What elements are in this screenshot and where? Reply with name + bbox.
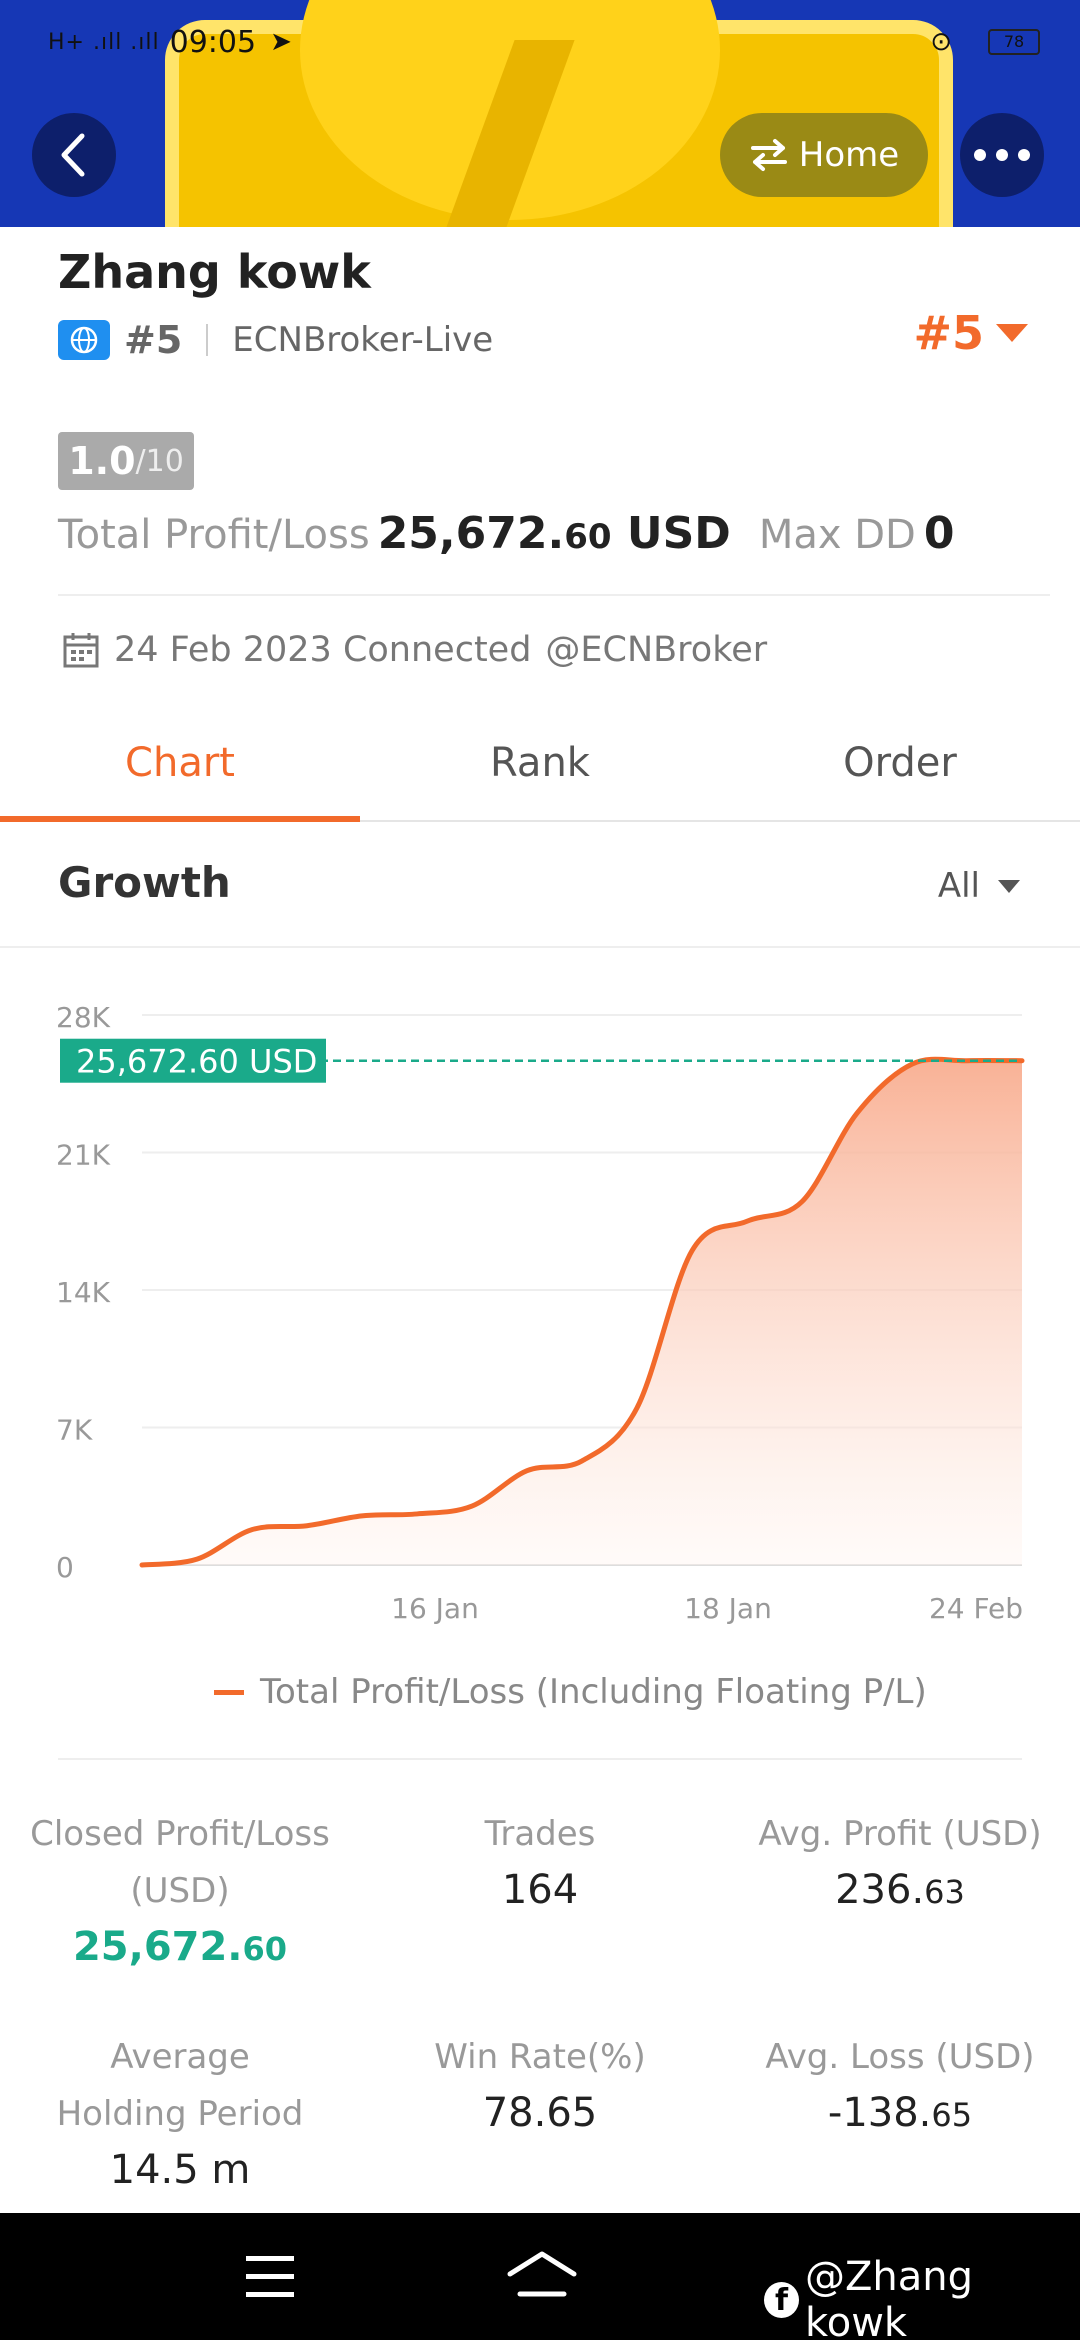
stat-value: -138.65 <box>827 2090 973 2136</box>
home-button[interactable]: Home <box>720 113 928 197</box>
total-profit-row: Total Profit/Loss 25,672.60 USD Max DD 0 <box>58 508 954 559</box>
max-dd-value: 0 <box>923 508 955 559</box>
y-tick-label: 0 <box>56 1551 74 1584</box>
stat-avg-holding: Average Holding Period 14.5 m <box>0 2029 360 2193</box>
score-value: 1.0 <box>68 439 136 483</box>
stat-label: Average Holding Period <box>56 2037 304 2134</box>
tab-bar: Chart Rank Order <box>0 730 1080 822</box>
range-filter[interactable]: All <box>938 866 1020 906</box>
stat-closed-pl: Closed Profit/Loss (USD) 25,672.60 <box>0 1806 360 1970</box>
divider <box>206 324 209 356</box>
tab-chart[interactable]: Chart <box>0 730 360 822</box>
back-arrow-icon <box>61 133 85 177</box>
stat-avg-loss: Avg. Loss (USD) -138.65 <box>720 2029 1080 2136</box>
swap-icon <box>750 139 787 171</box>
chart-area-fill <box>142 1059 1022 1565</box>
more-dots-icon <box>974 149 1030 161</box>
max-dd-label: Max DD <box>758 512 916 558</box>
growth-title: Growth <box>58 858 231 907</box>
stat-value: 164 <box>501 1867 579 1913</box>
stat-avg-profit: Avg. Profit (USD) 236.63 <box>720 1806 1080 1913</box>
stat-win-rate: Win Rate(%) 78.65 <box>360 2029 720 2136</box>
y-tick-label: 7K <box>56 1414 93 1447</box>
send-icon: ➤ <box>270 27 292 57</box>
x-tick-label: 16 Jan <box>391 1592 479 1625</box>
tab-order[interactable]: Order <box>843 740 957 786</box>
connected-text: 24 Feb 2023 Connected <box>114 630 532 670</box>
y-tick-label: 14K <box>56 1276 111 1309</box>
divider <box>58 1758 1022 1760</box>
broker-name: ECNBroker-Live <box>232 320 494 360</box>
chart-series-line <box>139 1056 1025 1568</box>
stat-value: 78.65 <box>482 2090 598 2136</box>
watermark-text: @Zhang kowk <box>805 2254 974 2346</box>
current-value-badge <box>60 1038 326 1083</box>
caret-down-icon <box>996 324 1028 342</box>
stat-value: 236.63 <box>835 1867 965 1913</box>
chart-legend: Total Profit/Loss (Including Floating P/… <box>214 1672 927 1712</box>
rank-value: #5 <box>913 306 984 360</box>
total-pl-value: 25,672.60 USD <box>377 508 731 559</box>
stat-label: Win Rate(%) <box>434 2037 646 2077</box>
x-tick-label: 18 Jan <box>684 1592 772 1625</box>
status-bar: H+ .ıll .ıll 09:05 ➤ ⊙ 78 <box>48 22 1040 62</box>
y-tick-label: 28K <box>56 1001 111 1034</box>
globe-icon <box>58 320 110 360</box>
trader-meta: #5 ECNBroker-Live <box>58 318 493 362</box>
y-tick-label: 21K <box>56 1139 111 1172</box>
calendar-icon <box>63 633 99 668</box>
watermark: f @Zhang kowk <box>764 2254 1080 2346</box>
battery-icon: 78 <box>988 29 1040 55</box>
legend-swatch <box>214 1689 244 1695</box>
facebook-icon: f <box>764 2282 799 2318</box>
connected-handle: @ECNBroker <box>545 630 768 670</box>
stat-value: 25,672.60 <box>72 1924 288 1970</box>
current-value-label: 25,672.60 USD <box>76 1043 317 1081</box>
x-tick-label: 24 Feb <box>929 1592 1023 1625</box>
signal-indicator: H+ .ıll .ıll <box>48 29 160 55</box>
trader-name: Zhang kowk <box>58 245 371 299</box>
score-max: /10 <box>135 443 184 479</box>
total-pl-label: Total Profit/Loss <box>58 512 370 558</box>
home-icon[interactable] <box>506 2250 578 2304</box>
stat-label: Avg. Loss (USD) <box>765 2037 1035 2077</box>
growth-chart[interactable]: 28K 21K 14K 7K 0 25,672.60 USD 16 Jan 18 Jan 2… <box>0 980 1080 1630</box>
system-nav-bar <box>0 2213 1080 2340</box>
tab-rank[interactable]: Rank <box>490 740 590 786</box>
stat-label: Closed Profit/Loss (USD) <box>30 1814 330 1911</box>
range-filter-value: All <box>937 866 980 906</box>
rank-dropdown[interactable]: #5 <box>913 306 1028 360</box>
stat-label: Avg. Profit (USD) <box>758 1814 1042 1854</box>
divider <box>58 594 1050 596</box>
back-button[interactable] <box>32 113 116 197</box>
stat-trades: Trades 164 <box>360 1806 720 1913</box>
stat-label: Trades <box>484 1814 596 1854</box>
divider <box>0 946 1080 948</box>
score-badge: 1.0/10 <box>58 432 194 490</box>
connected-info: 24 Feb 2023 Connected @ECNBroker <box>62 630 767 670</box>
trader-rank: #5 <box>124 318 183 362</box>
location-icon: ⊙ <box>930 27 952 57</box>
legend-label: Total Profit/Loss (Including Floating P/… <box>260 1672 927 1712</box>
stat-value: 14.5 m <box>109 2147 251 2193</box>
more-button[interactable] <box>960 113 1044 197</box>
menu-icon[interactable] <box>246 2256 294 2310</box>
status-time: 09:05 <box>169 24 257 60</box>
caret-down-icon <box>998 879 1020 893</box>
home-label: Home <box>798 135 900 175</box>
